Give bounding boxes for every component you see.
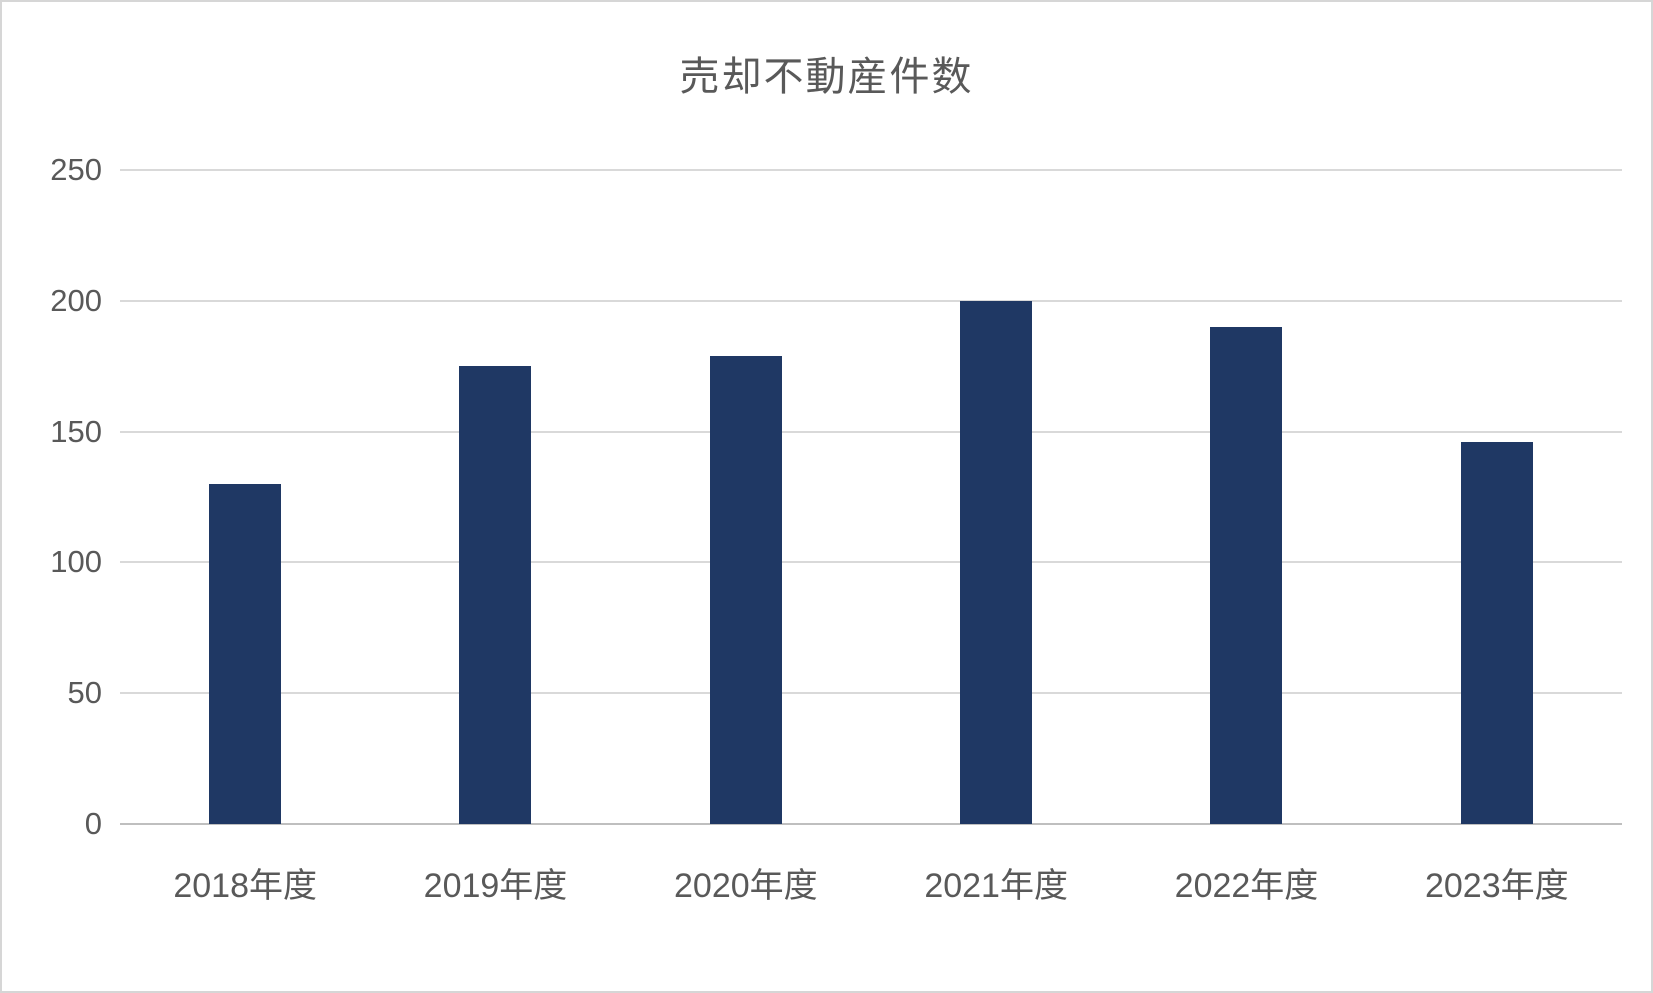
bar-series bbox=[120, 170, 1622, 824]
y-tick-label: 200 bbox=[50, 282, 102, 318]
bar-slot bbox=[621, 170, 871, 824]
gridline bbox=[120, 692, 1622, 695]
x-tick-label: 2021年度 bbox=[924, 867, 1068, 905]
y-tick-label: 50 bbox=[67, 675, 102, 711]
y-axis: 0 50 100 150 200 250 bbox=[22, 152, 102, 841]
y-tick-label: 100 bbox=[50, 544, 102, 580]
bar-2023年度 bbox=[1460, 442, 1533, 824]
gridline bbox=[120, 561, 1622, 564]
bar-slot bbox=[1121, 170, 1371, 824]
bar-2018年度 bbox=[209, 483, 282, 824]
x-tick-label: 2018年度 bbox=[173, 867, 317, 905]
plot-area bbox=[120, 169, 1622, 825]
x-axis-line bbox=[120, 823, 1622, 825]
bar-slot bbox=[1372, 170, 1622, 824]
chart-title: 売却不動産件数 bbox=[679, 55, 974, 99]
x-tick-label: 2019年度 bbox=[423, 867, 568, 905]
bar-slot bbox=[370, 170, 620, 824]
y-tick-label: 250 bbox=[50, 152, 102, 187]
y-tick-label: 0 bbox=[84, 806, 102, 841]
bar-slot bbox=[871, 170, 1121, 824]
gridline bbox=[120, 430, 1622, 433]
bar-2022年度 bbox=[1210, 326, 1283, 824]
bar-2019年度 bbox=[459, 366, 532, 824]
x-tick-label: 2022年度 bbox=[1174, 867, 1319, 905]
gridline bbox=[120, 169, 1622, 171]
gridline bbox=[120, 299, 1622, 302]
x-tick-label: 2023年度 bbox=[1424, 867, 1569, 905]
bar-slot bbox=[120, 170, 370, 824]
x-tick-label: 2020年度 bbox=[674, 867, 818, 905]
gridlines bbox=[120, 169, 1622, 825]
bar-2020年度 bbox=[709, 355, 782, 824]
y-tick-label: 150 bbox=[50, 413, 102, 449]
x-axis: 2018年度 2019年度 2020年度 2021年度 2022年度 2023年度 bbox=[120, 858, 1622, 907]
bar-2021年度 bbox=[960, 300, 1033, 824]
